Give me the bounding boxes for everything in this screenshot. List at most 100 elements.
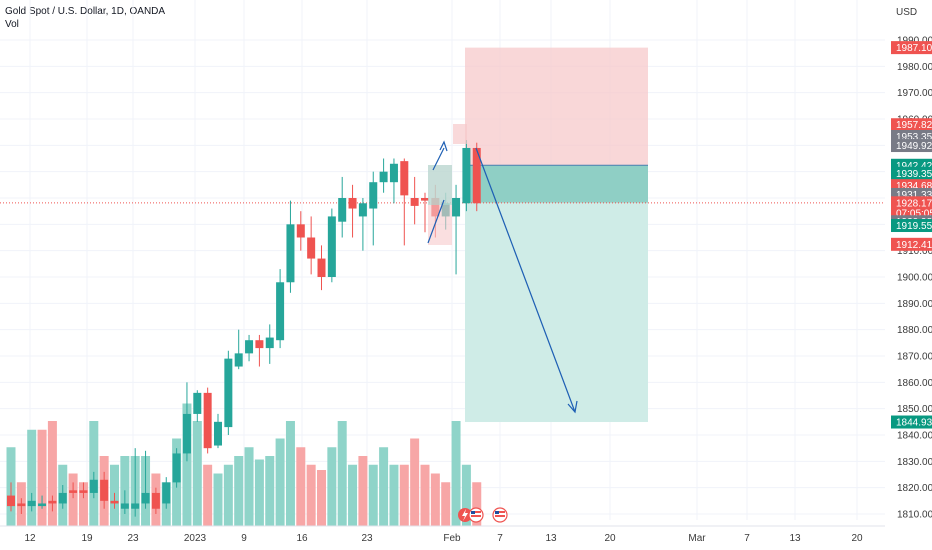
y-tick-label: 1890.000 bbox=[897, 299, 932, 310]
volume-bar bbox=[337, 421, 347, 526]
x-tick-label: 7 bbox=[497, 533, 503, 544]
y-tick-label: 1970.000 bbox=[897, 88, 932, 99]
candle-body bbox=[7, 495, 15, 507]
y-tick-label: 1980.000 bbox=[897, 62, 932, 73]
volume-bar bbox=[37, 429, 47, 526]
price-tag-label: 1953.352 bbox=[896, 132, 932, 143]
volume-bar bbox=[368, 464, 378, 526]
volume-bar bbox=[265, 456, 275, 526]
candle-body bbox=[89, 479, 98, 493]
volume-bar bbox=[451, 421, 461, 526]
price-axis[interactable]: USD 1810.000 1820.000 1830.000 1840.000 1850… bbox=[887, 0, 932, 550]
volume-bar bbox=[192, 421, 202, 526]
candle bbox=[27, 492, 36, 512]
candle-body bbox=[151, 492, 160, 509]
x-tick-label: Mar bbox=[688, 533, 706, 544]
candle-body bbox=[48, 500, 57, 504]
candle-body bbox=[69, 490, 78, 493]
candle bbox=[338, 176, 347, 238]
candle-body bbox=[348, 198, 357, 209]
mini-position-top bbox=[453, 124, 467, 144]
candle-body bbox=[276, 282, 285, 341]
x-tick-label: 23 bbox=[361, 533, 373, 544]
volume-bar bbox=[68, 473, 78, 526]
candle-body bbox=[389, 163, 398, 183]
candle-body bbox=[38, 503, 47, 507]
volume-bar bbox=[182, 403, 192, 526]
take-profit-zone bbox=[465, 202, 648, 423]
candle-body bbox=[120, 503, 129, 509]
candle-body bbox=[452, 198, 461, 217]
volume-bar bbox=[472, 482, 482, 526]
price-tag bbox=[891, 41, 932, 55]
time-axis[interactable]: 12 19 23 2023 9 16 23 Feb 7 13 20 Mar 7 13 20 bbox=[0, 525, 885, 544]
flag-canton bbox=[495, 511, 499, 514]
candle-body bbox=[358, 203, 367, 217]
candle bbox=[348, 184, 357, 238]
y-tick-label: 1870.000 bbox=[897, 352, 932, 363]
candle-body bbox=[421, 198, 429, 201]
price-tag-label: 1949.921 bbox=[896, 141, 932, 152]
x-tick-label: 13 bbox=[545, 533, 557, 544]
candle-body bbox=[400, 161, 409, 196]
candle bbox=[120, 490, 129, 514]
candle-body bbox=[462, 147, 471, 204]
volume-bar bbox=[285, 421, 295, 526]
price-tag-label: 1942.425 bbox=[896, 161, 932, 172]
candle-body bbox=[162, 482, 171, 504]
volume-bar bbox=[203, 464, 213, 526]
candle bbox=[265, 324, 274, 364]
flag-stripe bbox=[495, 511, 505, 513]
candle bbox=[172, 448, 181, 488]
candle bbox=[79, 482, 88, 499]
volume-bar bbox=[27, 429, 37, 526]
candle bbox=[379, 158, 388, 193]
candle bbox=[276, 269, 285, 349]
y-tick-label: 1830.000 bbox=[897, 457, 932, 468]
candle bbox=[162, 477, 171, 509]
volume-bar bbox=[399, 464, 409, 526]
drawings bbox=[427, 124, 578, 414]
candle-body bbox=[472, 147, 481, 204]
volume-bar bbox=[430, 473, 440, 526]
candle bbox=[214, 413, 222, 449]
candle bbox=[69, 482, 78, 499]
up-arrow-line-2 bbox=[432, 147, 445, 171]
y-tick-label: 1910.000 bbox=[897, 246, 932, 257]
candle bbox=[89, 471, 98, 499]
lightning-glyph bbox=[462, 509, 468, 521]
candle-body bbox=[27, 500, 36, 507]
price-tag bbox=[891, 219, 932, 233]
candle bbox=[17, 498, 26, 514]
candle bbox=[472, 142, 481, 212]
x-tick-label: 9 bbox=[241, 533, 247, 544]
volume-bar bbox=[461, 464, 471, 526]
candle-body bbox=[255, 340, 264, 349]
candle bbox=[110, 492, 119, 509]
countdown-label: 07:05:05 bbox=[896, 208, 932, 219]
price-tag-label: 1912.411 bbox=[896, 240, 932, 251]
candle-body bbox=[369, 182, 378, 209]
price-tag-label: 1928.170 bbox=[896, 198, 932, 209]
price-tag bbox=[891, 415, 932, 429]
symbol-title: Gold Spot / U.S. Dollar, 1D, OANDA bbox=[5, 6, 166, 17]
x-tick-label: 20 bbox=[604, 533, 616, 544]
candle bbox=[224, 350, 233, 435]
volume-label: Vol bbox=[5, 19, 19, 30]
candle-body bbox=[317, 258, 326, 277]
currency-label: USD bbox=[896, 7, 917, 18]
volume-bar bbox=[47, 421, 57, 526]
candle bbox=[38, 495, 47, 509]
volume-bar bbox=[254, 459, 264, 526]
candle bbox=[131, 448, 140, 517]
candle-body bbox=[286, 224, 295, 283]
candle bbox=[327, 208, 336, 283]
price-tag-label: 1934.688 bbox=[896, 181, 932, 192]
candle bbox=[193, 390, 202, 422]
candle bbox=[286, 200, 295, 293]
candle-body bbox=[224, 358, 233, 428]
candle bbox=[58, 485, 67, 509]
volume-bar bbox=[389, 464, 399, 526]
price-tag bbox=[891, 196, 932, 219]
